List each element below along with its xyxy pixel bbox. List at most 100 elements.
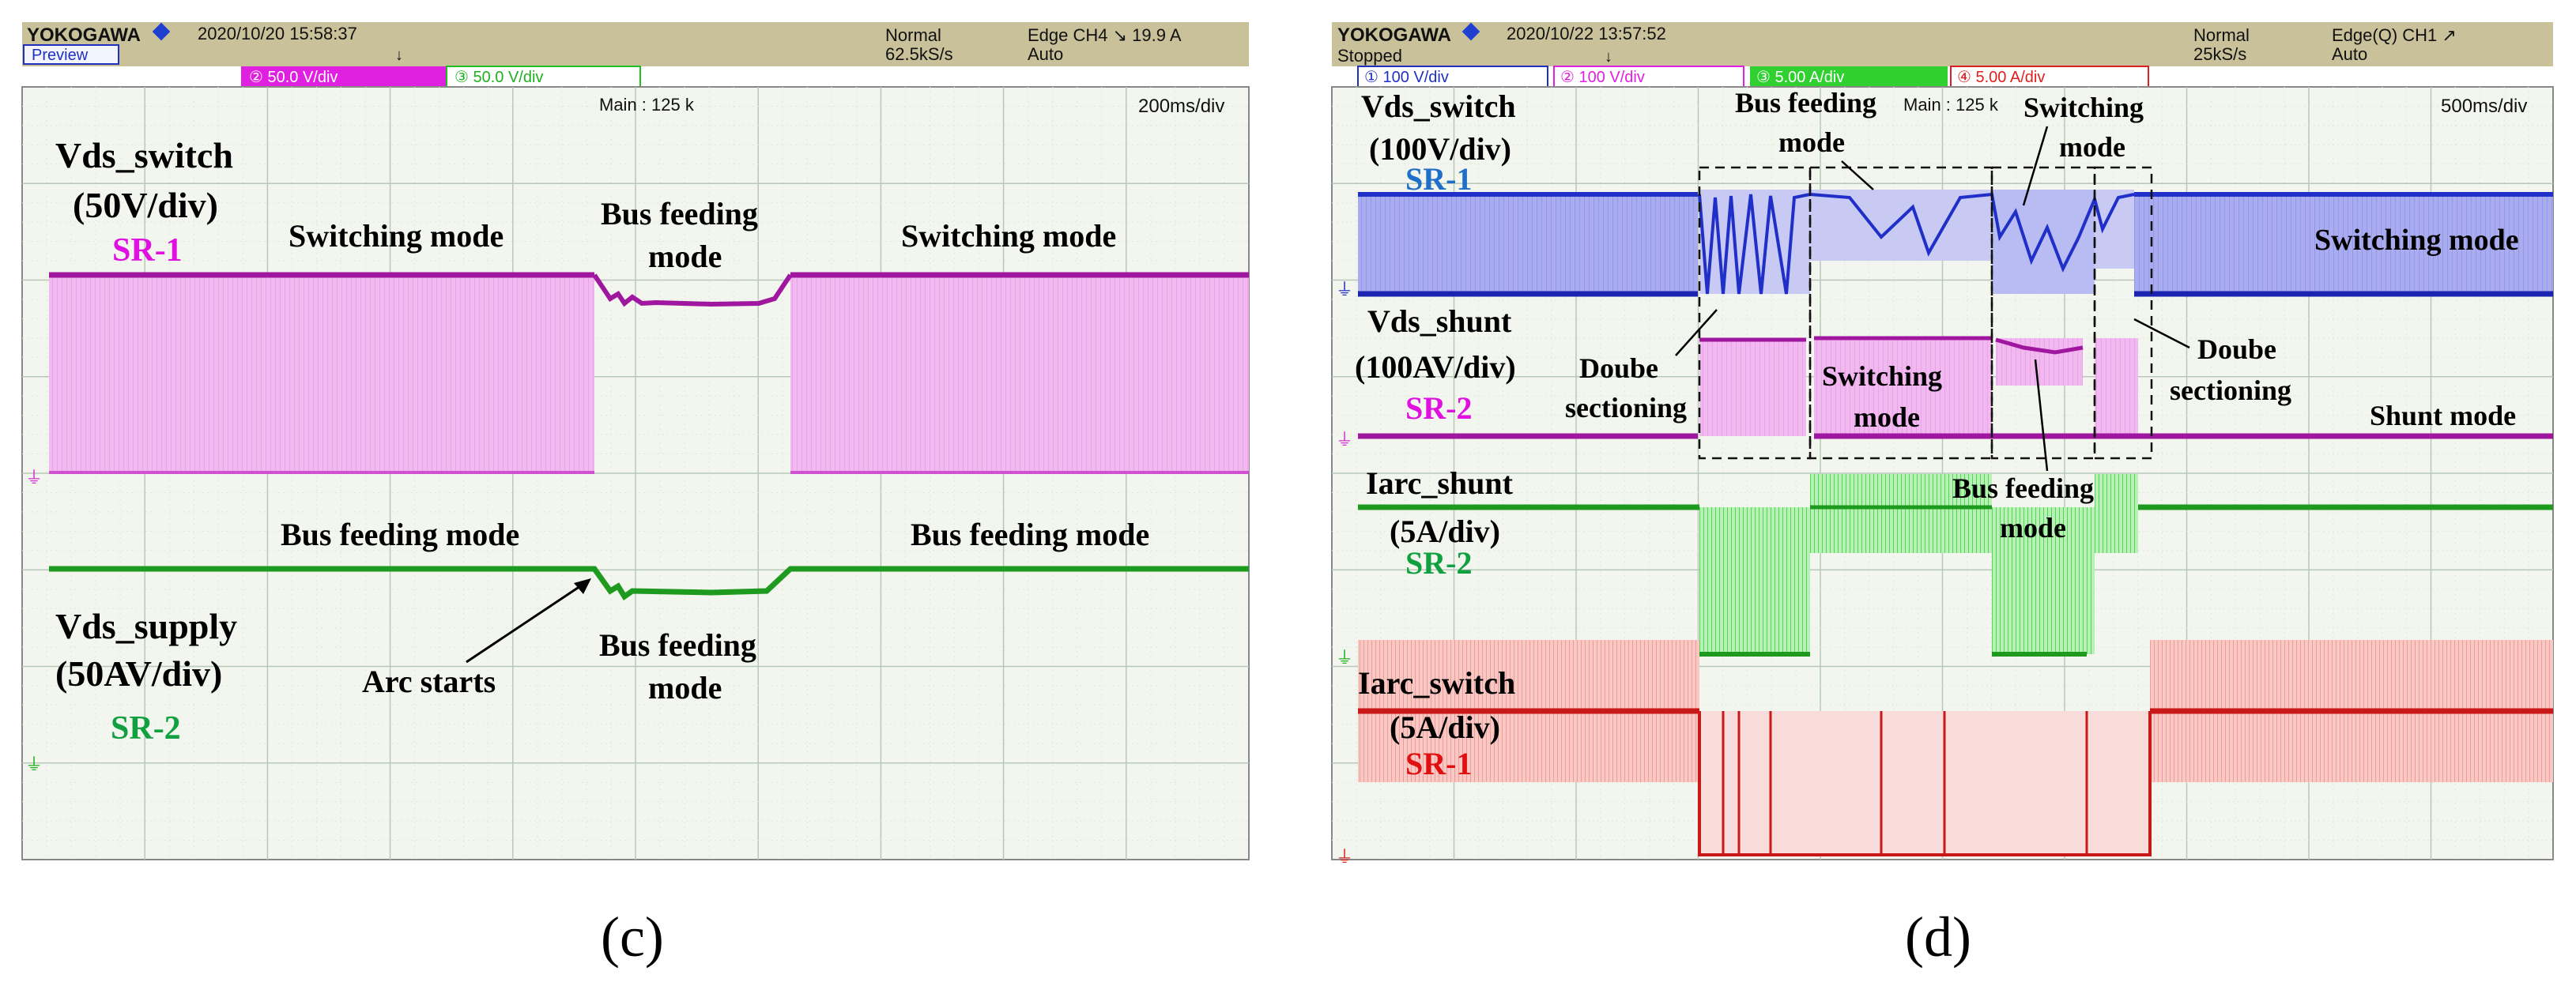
blue-noisy-e-d (2095, 190, 2134, 269)
bus-feeding-dip-c (592, 273, 793, 307)
series-iarc-switch-d: ⏚ (1336, 640, 2553, 867)
status-c: Preview (32, 47, 89, 64)
ch1-tag-text-d: ① 100 V/div (1364, 69, 1449, 86)
ground-marker-blue-d: ⏚ (1336, 280, 1353, 299)
label-iarc-switch-scale-d: (5A/div) (1390, 709, 1500, 745)
ann-bus-feeding-right-c: Bus feeding mode (911, 517, 1149, 552)
panel-d: YOKOGAWA 2020/10/22 13:57:52 Stopped ↓ N… (1331, 22, 2554, 969)
ann-bus-feeding-mid1-d: Bus feeding (1952, 472, 2094, 504)
ann-shunt-mode-d: Shunt mode (2370, 400, 2516, 431)
ground-marker-green-d: ⏚ (1336, 648, 1353, 668)
panel-label-c: (c) (601, 905, 664, 969)
ann-switching-right-c: Switching mode (901, 218, 1116, 254)
box-switching-mid-d (1990, 166, 2096, 460)
label-vds-supply-scale-c: (50AV/div) (55, 653, 222, 694)
ann-doube-right2-d: sectioning (2170, 374, 2291, 406)
switching-band-right-c (790, 275, 1249, 472)
timestamp-d: 2020/10/22 13:57:52 (1507, 24, 1666, 43)
arrow-switching-top-d (2022, 126, 2049, 206)
sample-rate-d: 25kS/s (2193, 44, 2246, 64)
panel-c: YOKOGAWA 2020/10/20 15:58:37 ↓ Preview N… (21, 22, 1250, 969)
label-iarc-switch-d: Iarc_switch (1358, 665, 1515, 701)
arrow-head-arc-starts-c (574, 578, 591, 594)
ann-doube-right1-d: Doube (2197, 333, 2276, 365)
series-vds-shunt-d: ⏚ (1336, 336, 2553, 450)
label-vds-supply-c: Vds_supply (55, 606, 237, 646)
label-vds-shunt-d: Vds_shunt (1367, 303, 1512, 339)
scope-header-c (22, 22, 1249, 66)
arrow-bus-feeding-top-d (1841, 160, 1874, 190)
ch2-tag-c (241, 66, 447, 87)
magenta-band-c-d (1996, 338, 2083, 386)
auto-d: Auto (2332, 44, 2367, 64)
ch3-tag-text-d: ③ 5.00 A/div (1756, 69, 1844, 86)
ann-bus-feeding-top1-d: Bus feeding (1735, 87, 1876, 119)
ground-marker-red-d: ⏚ (1336, 847, 1353, 867)
ann-bus-feeding-left-c: Bus feeding mode (281, 517, 519, 552)
sample-rate-c: 62.5kS/s (885, 44, 953, 64)
arrow-doube-left-d (1675, 309, 1718, 356)
main-d: Main : 125 k (1903, 95, 1999, 115)
green-band-b-d (1810, 474, 1992, 553)
label-sr2-iarc-d: SR-2 (1405, 545, 1472, 581)
ch1-tag-d (1357, 66, 1548, 88)
timebase-c: 200ms/div (1138, 96, 1224, 117)
ch4-tag-d (1950, 66, 2149, 88)
ann-bus-feeding-bottom1-c: Bus feeding (599, 627, 756, 663)
ann-doube-left2-d: sectioning (1565, 392, 1687, 423)
trigger-c: Edge CH4 ↘ 19.9 A (1028, 25, 1182, 45)
scope-header-d (1332, 22, 2553, 66)
ann-switching-mid1-d: Switching (1822, 360, 1942, 392)
magenta-band-e-d (2095, 338, 2138, 436)
trigger-d: Edge(Q) CH1 ↗ (2332, 25, 2457, 45)
trigger-mode-d: Normal (2193, 25, 2250, 45)
trigger-mode-c: Normal (885, 25, 941, 45)
label-sr1-iarc-d: SR-1 (1405, 746, 1472, 781)
label-iarc-shunt-scale-d: (5A/div) (1390, 514, 1500, 549)
brand-c: YOKOGAWA (27, 24, 141, 46)
series-vds-switch-d: ⏚ (1336, 190, 2553, 299)
arrow-doube-right-d (2133, 318, 2190, 349)
ground-marker-mag-c: ⏚ (25, 468, 43, 487)
status-d: Stopped (1337, 46, 1402, 66)
green-trace-c (49, 566, 1249, 600)
ann-switching-mid2-d: mode (1854, 401, 1920, 433)
ch3-tag-d (1750, 66, 1948, 87)
blue-band-right-d (2134, 194, 2553, 294)
label-sr1-d: SR-1 (1405, 161, 1472, 197)
label-iarc-shunt-d: Iarc_shunt (1366, 465, 1514, 501)
label-vds-switch-d: Vds_switch (1361, 88, 1516, 124)
ch3-tag-c (446, 66, 641, 88)
auto-c: Auto (1028, 44, 1063, 64)
ann-switching-top2-d: mode (2059, 131, 2125, 163)
magenta-band-a-d (1699, 338, 1806, 436)
ch3-tag-text-c: ③ 50.0 V/div (454, 69, 543, 86)
trigger-marker-c: ↓ (395, 47, 403, 64)
green-band-e-d (2095, 474, 2138, 553)
series-vds-supply-c: ⏚ (25, 566, 1249, 774)
ann-doube-left1-d: Doube (1579, 352, 1658, 384)
ch4-tag-text-d: ④ 5.00 A/div (1957, 69, 2045, 86)
magenta-band-b-d (1814, 338, 1992, 436)
main-c: Main : 125 k (599, 95, 695, 115)
switching-band-left-c (49, 275, 594, 472)
blue-band-left-d (1358, 194, 1698, 294)
status-box-c (23, 44, 119, 65)
region-boxes-d (1698, 166, 2153, 460)
ch2-tag-d (1553, 66, 1744, 88)
label-sr2-c: SR-2 (111, 710, 181, 747)
series-vds-switch-c: ⏚ (25, 272, 1249, 487)
panel-label-d: (d) (1905, 905, 1971, 969)
label-sr1-c: SR-1 (112, 232, 183, 269)
ground-marker-green-c: ⏚ (25, 755, 43, 774)
ann-bus-feeding-top1-c: Bus feeding (601, 196, 758, 231)
box-switching-top-d (1808, 166, 1993, 460)
ch2-tag-text-d: ② 100 V/div (1560, 69, 1645, 86)
label-vds-switch-scale-d: (100V/div) (1369, 131, 1511, 167)
magenta-top-d (1699, 336, 2084, 355)
series-iarc-shunt-d: ⏚ (1336, 474, 2553, 668)
blue-burst-d (1698, 192, 2135, 295)
arrow-arc-starts-c (466, 581, 586, 664)
ann-bus-feeding-bottom2-c: mode (648, 670, 722, 706)
